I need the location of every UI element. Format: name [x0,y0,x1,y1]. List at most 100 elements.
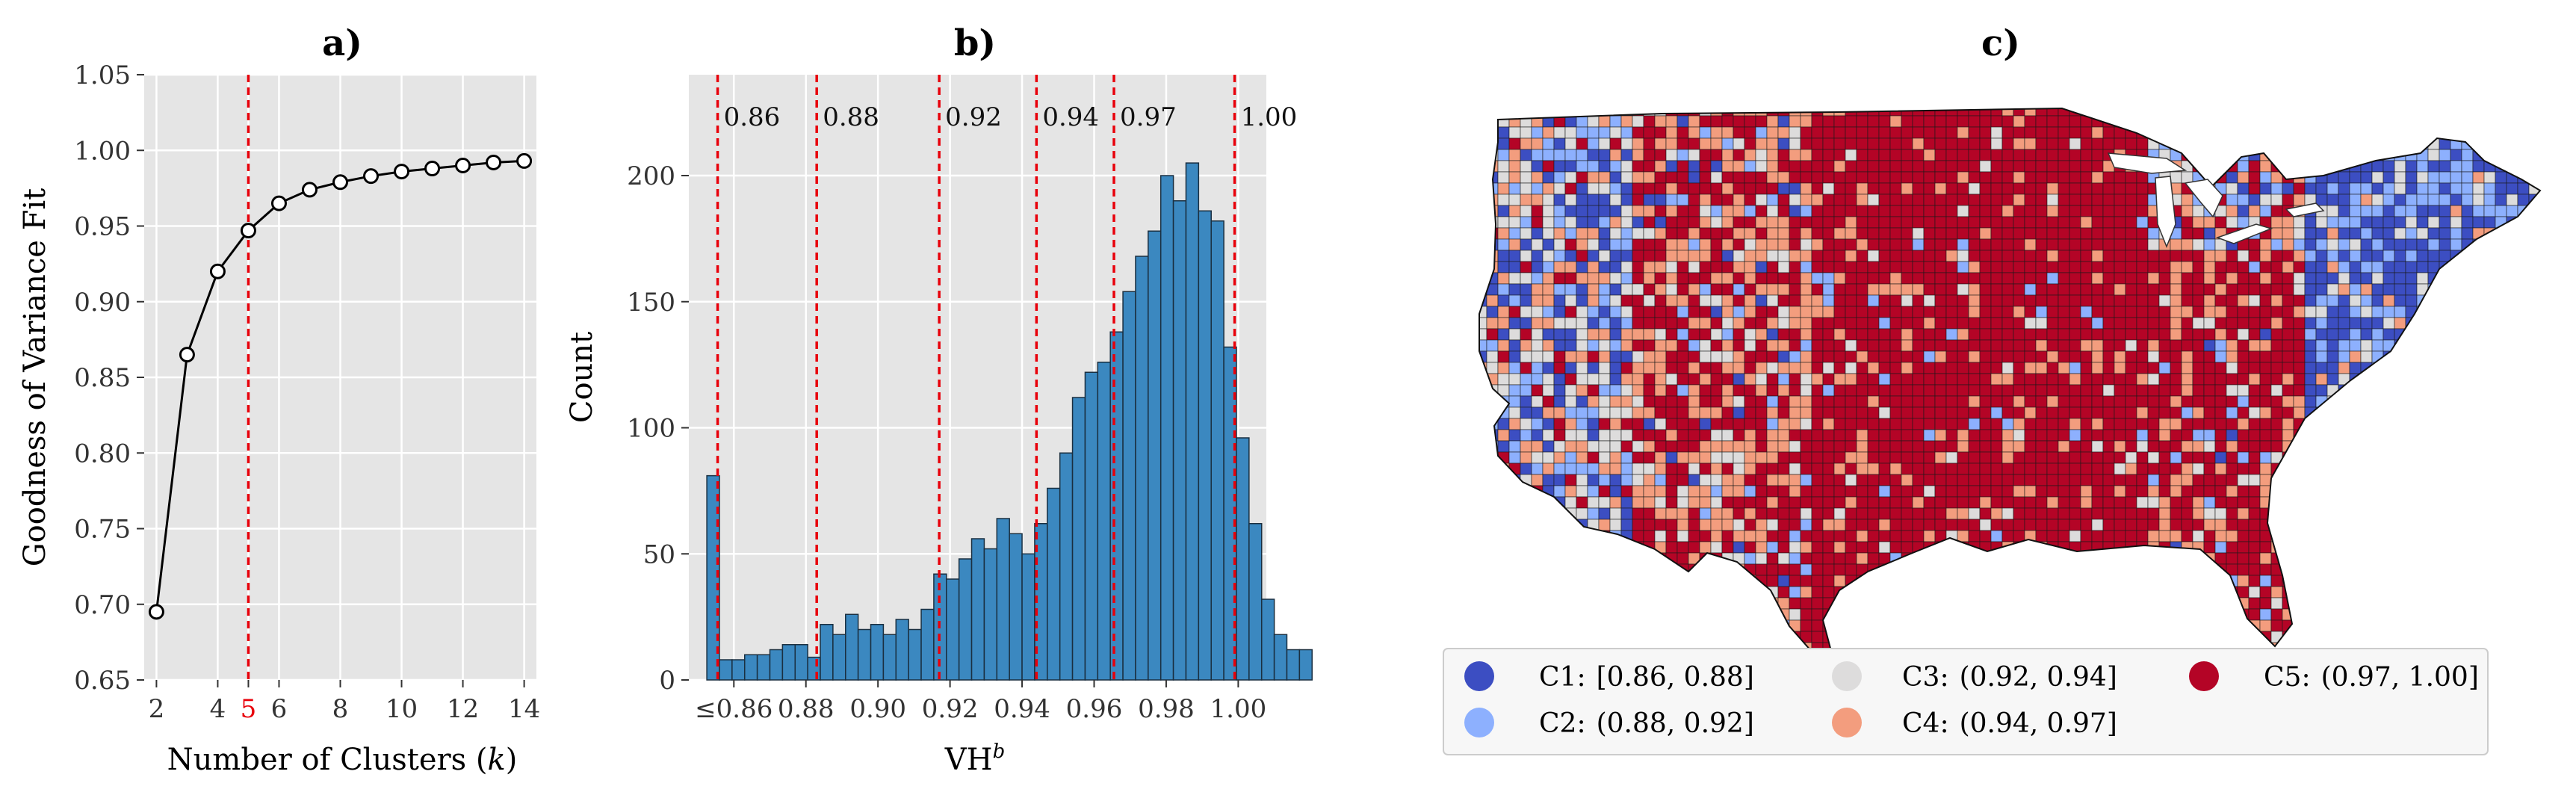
county-cell [1744,631,1756,643]
county-cell [1889,463,1902,475]
county-cell [2069,597,2081,610]
county-cell [1542,429,1555,442]
county-cell [1609,149,1622,161]
county-cell [2315,631,2328,643]
county-cell [2248,485,2261,498]
county-cell [2102,552,2115,565]
county-cell [2371,451,2384,464]
county-cell [1576,530,1588,542]
county-cell [1609,530,1622,542]
county-cell [1923,552,1936,565]
county-cell [1833,406,1846,419]
county-cell [1654,306,1667,318]
county-cell [1777,429,1790,442]
county-cell [2237,272,2250,285]
county-cell [1479,160,1487,173]
county-cell [2383,507,2395,520]
county-cell [2439,418,2451,430]
county-cell [1486,507,1499,520]
county-cell [1945,283,1958,296]
county-cell [2439,373,2451,386]
county-cell [1889,339,1902,352]
county-cell [1889,541,1902,554]
county-cell [1699,216,1712,229]
county-cell [1845,507,1857,520]
county-cell [1699,272,1712,285]
county-cell [2091,384,2104,397]
county-cell [2371,339,2384,352]
county-cell [2539,115,2540,128]
county-cell [1923,160,1936,173]
county-cell [1497,575,1510,587]
county-cell [1856,507,1868,520]
county-cell [1912,631,1925,643]
county-cell [2349,395,2362,408]
county-cell [2326,194,2339,206]
county-cell [1777,384,1790,397]
county-cell [1665,250,1678,262]
county-cell [1721,586,1734,599]
county-cell [1733,339,1745,352]
county-cell [1744,463,1756,475]
county-cell [2080,507,2093,520]
county-cell [2046,384,2059,397]
county-cell [1990,429,2003,442]
county-cell [2069,238,2081,251]
county-cell [1486,530,1499,542]
county-cell [2080,373,2093,386]
county-cell [1587,261,1600,273]
county-cell [2248,317,2261,330]
county-cell [2080,463,2093,475]
county-cell [2338,115,2350,128]
county-cell [1643,216,1656,229]
county-cell [2506,507,2518,520]
county-cell [1479,496,1487,509]
panel-b-bar [908,628,922,681]
county-cell [1979,451,1992,464]
county-cell [1856,619,1868,632]
county-cell [1789,552,1801,565]
county-cell [1990,160,2003,173]
county-cell [2114,418,2126,430]
county-cell [2506,160,2518,173]
county-cell [1486,261,1499,273]
county-cell [2472,306,2485,318]
county-cell [2192,160,2205,173]
county-cell [1598,339,1611,352]
panel-b-bar [983,548,998,681]
county-cell [1531,294,1544,307]
county-cell [1609,384,1622,397]
county-cell [2506,362,2518,374]
county-cell [2170,250,2182,262]
county-cell [1822,362,1835,374]
county-cell [1777,306,1790,318]
county-cell [1923,194,1936,206]
county-cell [1497,115,1510,128]
county-cell [1856,552,1868,565]
county-cell [1755,631,1768,643]
county-cell [1878,283,1891,296]
county-cell [2069,463,2081,475]
panel-b-bar [1148,230,1162,681]
county-cell [1856,440,1868,453]
county-cell [2013,126,2025,139]
county-cell [1833,563,1846,576]
county-cell [1643,149,1656,161]
county-cell [2326,306,2339,318]
county-cell [1531,149,1544,161]
county-cell [1733,440,1745,453]
county-cell [2282,317,2294,330]
county-cell [1789,126,1801,139]
county-cell [1811,350,1824,363]
county-cell [1486,519,1499,531]
county-cell [1934,294,1947,307]
county-cell [1777,149,1790,161]
county-cell [1777,485,1790,498]
county-cell [1598,108,1611,117]
county-cell [2315,328,2328,341]
county-cell [2114,631,2126,643]
county-cell [2102,440,2115,453]
county-cell [1609,418,1622,430]
county-cell [2203,619,2216,632]
county-cell [1867,418,1880,430]
